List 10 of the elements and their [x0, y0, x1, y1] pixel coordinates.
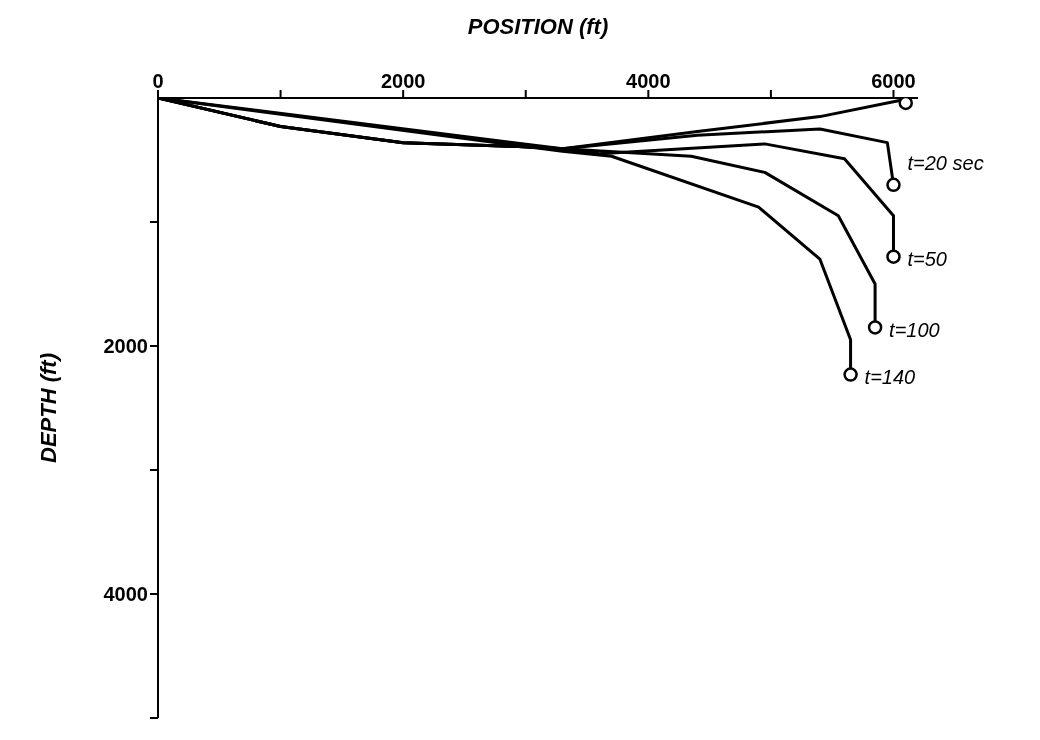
series-label: t=140	[864, 365, 916, 388]
x-tick-label: 2000	[380, 70, 426, 92]
series-label: t=100	[889, 318, 940, 341]
series-label: t=50	[907, 248, 947, 270]
x-axis-title: POSITION (ft)	[467, 13, 609, 39]
series-label: t=20 sec	[907, 152, 984, 175]
x-tick-label: 4000	[626, 70, 671, 92]
x-tick-label: 0	[152, 70, 164, 92]
y-axis-title: DEPTH (ft)	[35, 353, 61, 463]
x-tick-label: 6000	[871, 70, 916, 92]
